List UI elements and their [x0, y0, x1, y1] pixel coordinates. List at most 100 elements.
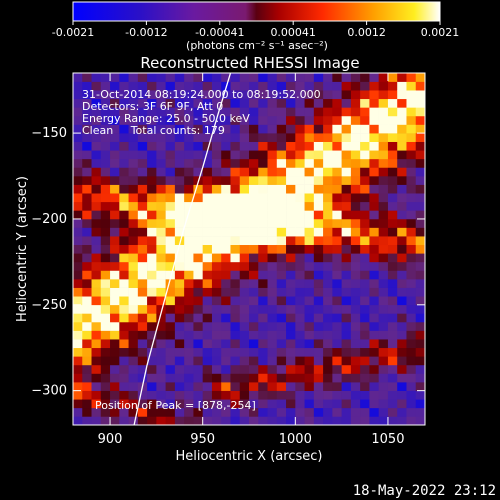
heatmap-cell	[211, 253, 222, 263]
heatmap-cell	[267, 390, 278, 400]
heatmap-cell	[360, 296, 370, 306]
heatmap-cell	[313, 176, 324, 185]
heatmap-cell	[258, 167, 268, 177]
heatmap-cell	[397, 201, 407, 211]
heatmap-cell	[369, 201, 379, 211]
heatmap-cell	[378, 244, 389, 254]
heatmap-cell	[332, 133, 342, 142]
heatmap-cell	[258, 270, 268, 280]
heatmap-cell	[174, 158, 185, 168]
heatmap-cell	[147, 399, 157, 409]
heatmap-cell	[406, 407, 417, 417]
heatmap-cell	[341, 279, 352, 288]
heatmap-cell	[415, 287, 425, 297]
heatmap-cell	[211, 124, 222, 134]
heatmap-cell	[378, 287, 389, 297]
heatmap-cell	[73, 270, 83, 280]
heatmap-cell	[128, 227, 139, 237]
heatmap-cell	[110, 210, 120, 220]
heatmap-cell	[258, 287, 268, 297]
heatmap-cell	[332, 296, 342, 306]
heatmap-cell	[156, 304, 166, 314]
heatmap-cell	[91, 227, 102, 237]
heatmap-cell	[184, 124, 194, 134]
heatmap-cell	[239, 176, 250, 185]
heatmap-cell	[147, 115, 157, 125]
heatmap-cell	[174, 124, 185, 134]
heatmap-cell	[165, 141, 176, 151]
heatmap-cell	[258, 184, 268, 194]
heatmap-cell	[406, 236, 417, 246]
heatmap-cell	[202, 261, 213, 271]
heatmap-cell	[369, 253, 379, 263]
heatmap-cell	[387, 133, 398, 142]
heatmap-cell	[156, 330, 166, 340]
heatmap-cell	[91, 330, 102, 340]
heatmap-cell	[323, 261, 333, 271]
heatmap-cell	[332, 382, 342, 391]
heatmap-cell	[341, 304, 352, 314]
heatmap-cell	[110, 399, 120, 409]
heatmap-cell	[286, 390, 296, 400]
heatmap-cell	[276, 124, 287, 134]
heatmap-cell	[211, 236, 222, 246]
heatmap-cell	[202, 236, 213, 246]
heatmap-cell	[267, 184, 278, 194]
heatmap-cell	[211, 81, 222, 91]
heatmap-cell	[323, 184, 333, 194]
heatmap-cell	[174, 210, 185, 220]
heatmap-cell	[156, 261, 166, 271]
heatmap-cell	[249, 253, 259, 263]
heatmap-cell	[82, 124, 92, 134]
heatmap-cell	[387, 287, 398, 297]
heatmap-cell	[249, 107, 259, 117]
heatmap-cell	[341, 407, 352, 417]
heatmap-cell	[165, 313, 176, 323]
heatmap-cell	[406, 227, 417, 237]
heatmap-cell	[276, 253, 287, 263]
heatmap-cell	[147, 218, 157, 228]
heatmap-cell	[323, 227, 333, 237]
heatmap-cell	[378, 141, 389, 151]
heatmap-cell	[147, 124, 157, 134]
heatmap-cell	[100, 373, 111, 383]
heatmap-cell	[184, 330, 194, 340]
heatmap-cell	[341, 115, 352, 125]
heatmap-cell	[304, 313, 315, 323]
heatmap-cell	[165, 347, 176, 357]
heatmap-cell	[286, 253, 296, 263]
heatmap-cell	[258, 330, 268, 340]
heatmap-cell	[258, 356, 268, 366]
heatmap-cell	[406, 81, 417, 91]
heatmap-cell	[147, 253, 157, 263]
heatmap-cell	[230, 304, 241, 314]
colorbar-tick-label: 0.00041	[270, 26, 316, 39]
heatmap-cell	[406, 416, 417, 425]
heatmap-cell	[82, 176, 92, 185]
heatmap-cell	[82, 150, 92, 160]
heatmap-cell	[387, 167, 398, 177]
heatmap-cell	[174, 356, 185, 366]
heatmap-cell	[184, 296, 194, 306]
heatmap-cell	[211, 227, 222, 237]
heatmap-cell	[341, 373, 352, 383]
heatmap-cell	[193, 184, 203, 194]
heatmap-cell	[378, 210, 389, 220]
heatmap-cell	[378, 201, 389, 211]
heatmap-cell	[387, 261, 398, 271]
heatmap-cell	[304, 193, 315, 203]
heatmap-cell	[295, 210, 305, 220]
heatmap-cell	[119, 133, 129, 142]
heatmap-cell	[360, 210, 370, 220]
heatmap-cell	[369, 339, 379, 349]
heatmap-cell	[184, 339, 194, 349]
heatmap-cell	[397, 296, 407, 306]
heatmap-cell	[415, 407, 425, 417]
heatmap-cell	[184, 261, 194, 271]
heatmap-cell	[239, 158, 250, 168]
heatmap-cell	[369, 330, 379, 340]
heatmap-cell	[313, 253, 324, 263]
heatmap-cell	[137, 81, 148, 91]
heatmap-cell	[147, 270, 157, 280]
x-tick-label: 1050	[371, 432, 404, 447]
